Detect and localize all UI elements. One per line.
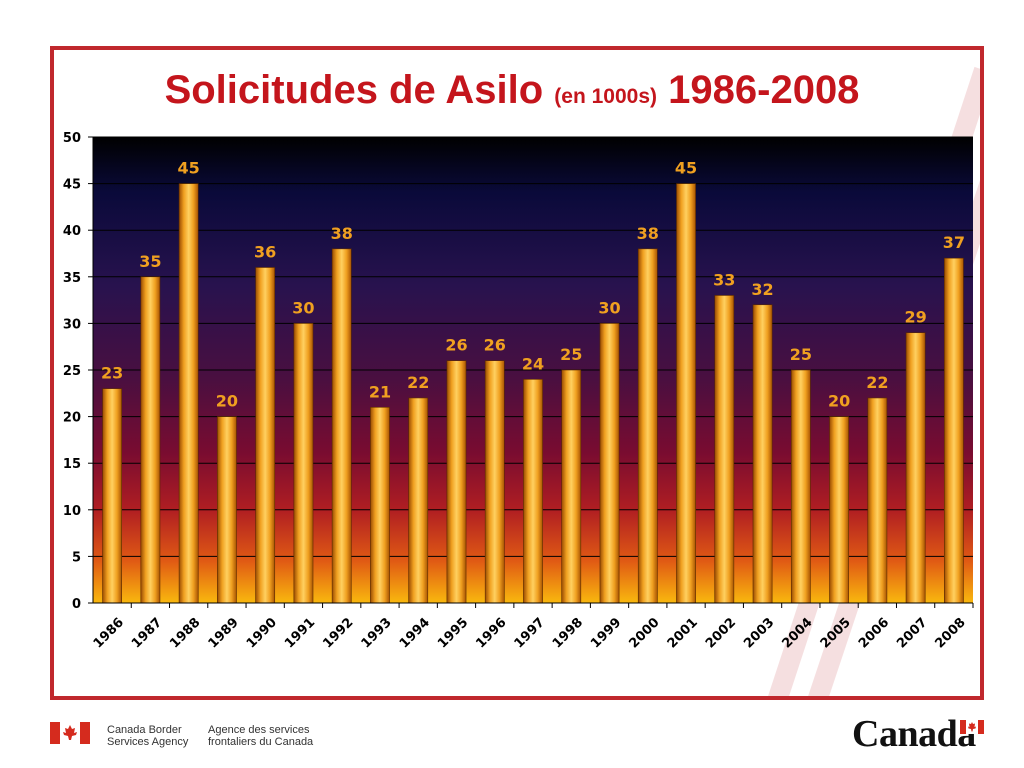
data-label: 32 — [751, 280, 773, 299]
agency-en-line2: Services Agency — [107, 736, 189, 748]
x-tick-label: 1988 — [167, 615, 203, 651]
y-tick-label: 50 — [63, 131, 81, 146]
x-tick-label: 2002 — [703, 615, 739, 651]
bar — [714, 295, 735, 604]
bar — [140, 276, 161, 604]
y-tick-label: 45 — [63, 178, 81, 193]
data-label: 23 — [101, 364, 123, 383]
wordmark-flag-icon — [960, 720, 984, 734]
y-tick-label: 20 — [63, 411, 81, 426]
x-tick-label: 1996 — [473, 615, 509, 651]
bar — [599, 323, 620, 604]
x-tick-label: 1992 — [320, 615, 356, 651]
agency-fr-line1: Agence des services — [208, 724, 310, 736]
bar — [255, 267, 276, 604]
agency-en-line1: Canada Border — [107, 724, 182, 736]
y-axis: 0 5 10 15 20 25 30 35 40 45 50 — [63, 131, 94, 612]
bar — [523, 379, 543, 604]
data-label: 36 — [254, 242, 276, 261]
y-tick-label: 5 — [72, 550, 81, 565]
bar — [217, 416, 237, 604]
data-label: 38 — [637, 224, 659, 243]
bar — [484, 360, 505, 604]
title-years: 1986-2008 — [668, 68, 860, 112]
bar — [905, 332, 926, 604]
x-axis: 1986 1987 1988 1989 1990 1991 1992 1993 1994 1995… — [91, 602, 974, 651]
bar — [637, 248, 658, 604]
data-label: 21 — [369, 382, 391, 401]
bar — [676, 183, 696, 604]
x-tick-label: 1986 — [91, 615, 127, 651]
x-tick-label: 1994 — [397, 615, 433, 651]
bar — [293, 323, 314, 604]
y-tick-label: 40 — [63, 224, 81, 239]
data-label: 33 — [713, 270, 735, 289]
data-label: 45 — [178, 159, 200, 178]
y-tick-label: 35 — [63, 271, 81, 286]
bar — [561, 369, 582, 604]
bar — [178, 183, 199, 604]
data-label: 38 — [331, 224, 353, 243]
bar — [331, 248, 352, 604]
x-tick-label: 2004 — [779, 615, 815, 651]
bar — [790, 369, 811, 604]
bar — [829, 416, 849, 604]
canada-wordmark: Canada — [852, 713, 976, 755]
x-tick-label: 2005 — [818, 615, 854, 651]
y-tick-label: 10 — [63, 504, 81, 519]
x-tick-label: 1995 — [435, 615, 471, 651]
title-main: Solicitudes de Asilo — [164, 68, 544, 112]
agency-fr-line2: frontaliers du Canada — [208, 736, 314, 748]
bar — [370, 406, 390, 604]
data-label: 20 — [216, 392, 238, 411]
data-label: 24 — [522, 354, 544, 373]
bar — [867, 397, 888, 604]
y-tick-label: 30 — [63, 317, 81, 332]
bar — [102, 388, 122, 604]
data-label: 45 — [675, 159, 697, 178]
x-tick-label: 1990 — [244, 615, 280, 651]
data-label: 30 — [292, 298, 314, 317]
x-tick-label: 1991 — [282, 615, 318, 651]
agency-name-english: Canada Border Services Agency — [107, 724, 188, 748]
x-tick-label: 1997 — [512, 615, 548, 651]
x-tick-label: 1987 — [129, 615, 165, 651]
x-tick-label: 2001 — [665, 615, 701, 651]
data-label: 22 — [407, 373, 429, 392]
data-label: 25 — [790, 345, 812, 364]
x-tick-label: 2006 — [856, 615, 892, 651]
x-tick-label: 1998 — [550, 615, 586, 651]
data-label: 35 — [139, 252, 161, 271]
data-label: 20 — [828, 392, 850, 411]
data-label: 22 — [866, 373, 888, 392]
data-label: 29 — [904, 308, 926, 327]
y-tick-label: 15 — [63, 457, 81, 472]
x-tick-label: 1989 — [206, 615, 242, 651]
bars — [102, 183, 964, 604]
y-tick-label: 25 — [63, 364, 81, 379]
data-label: 37 — [943, 233, 965, 252]
x-tick-label: 1993 — [359, 615, 395, 651]
agency-name-french: Agence des services frontaliers du Canad… — [208, 724, 313, 748]
data-label: 26 — [445, 336, 467, 355]
canada-flag-icon — [50, 722, 90, 744]
bar — [408, 397, 429, 604]
x-tick-label: 2008 — [933, 615, 969, 651]
data-label: 25 — [560, 345, 582, 364]
chart-title: Solicitudes de Asilo (en 1000s) 1986-200… — [0, 68, 1024, 113]
data-labels: 23 35 45 20 36 30 38 21 22 26 26 24 25 30 38 45 33 32 25 20… — [101, 159, 965, 411]
data-label: 30 — [598, 298, 620, 317]
x-tick-label: 2007 — [894, 615, 930, 651]
x-tick-label: 1999 — [588, 615, 624, 651]
bar — [944, 257, 964, 604]
title-unit: (en 1000s) — [554, 85, 658, 108]
bar — [446, 360, 467, 604]
x-tick-label: 2003 — [741, 615, 777, 651]
bar — [752, 304, 773, 604]
y-tick-label: 0 — [72, 597, 81, 612]
x-tick-label: 2000 — [626, 615, 662, 651]
data-label: 26 — [484, 336, 506, 355]
